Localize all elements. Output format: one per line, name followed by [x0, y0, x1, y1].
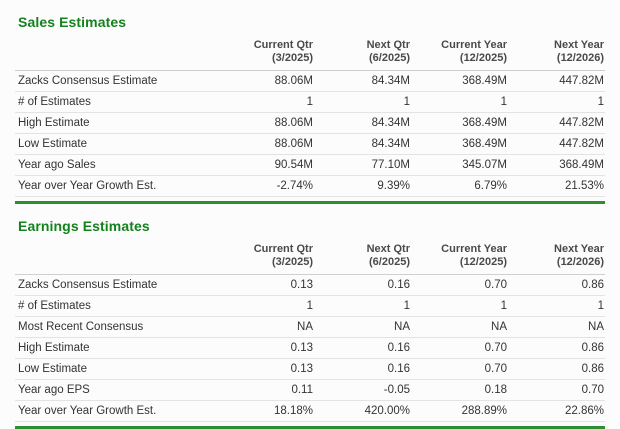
cell-value: -0.05	[314, 379, 411, 401]
table-row: # of Estimates 1 1 1 1	[15, 295, 605, 317]
row-label: Low Estimate	[15, 358, 217, 380]
row-label: Year over Year Growth Est.	[15, 175, 217, 197]
label-column-spacer	[15, 243, 217, 275]
earnings-estimates-title: Earnings Estimates	[18, 218, 150, 234]
table-row: Low Estimate 88.06M 84.34M 368.49M 447.82M	[15, 133, 605, 155]
cell-value: 0.16	[314, 274, 411, 296]
row-label: High Estimate	[15, 337, 217, 359]
cell-value: 21.53%	[508, 175, 605, 197]
table-row: High Estimate 88.06M 84.34M 368.49M 447.82M	[15, 112, 605, 134]
cell-value: 368.49M	[411, 70, 508, 92]
row-label: Year ago Sales	[15, 154, 217, 176]
row-label: Year ago EPS	[15, 379, 217, 401]
column-header: Current Year (12/2025)	[411, 39, 508, 71]
cell-value: 447.82M	[508, 133, 605, 155]
row-label: # of Estimates	[15, 295, 217, 317]
cell-value: 0.13	[217, 358, 314, 380]
cell-value: 0.86	[508, 358, 605, 380]
row-label: Zacks Consensus Estimate	[15, 274, 217, 296]
table-row: Zacks Consensus Estimate 88.06M 84.34M 368.…	[15, 70, 605, 92]
sales-estimates-title: Sales Estimates	[18, 14, 127, 30]
cell-value: 0.13	[217, 274, 314, 296]
row-label: Year over Year Growth Est.	[15, 400, 217, 422]
table-row: Year over Year Growth Est. 18.18% 420.00% 2…	[15, 400, 605, 422]
cell-value: NA	[314, 316, 411, 338]
cell-value: 84.34M	[314, 133, 411, 155]
cell-value: 0.16	[314, 337, 411, 359]
cell-value: 1	[411, 91, 508, 113]
column-header: Current Qtr (3/2025)	[217, 243, 314, 275]
earnings-estimates-table: Current Qtr (3/2025) Next Qtr (6/2025) Curre…	[15, 243, 605, 422]
cell-value: 0.13	[217, 337, 314, 359]
column-header: Current Year (12/2025)	[411, 243, 508, 275]
cell-value: 1	[314, 295, 411, 317]
cell-value: 88.06M	[217, 112, 314, 134]
cell-value: 447.82M	[508, 70, 605, 92]
cell-value: 1	[217, 91, 314, 113]
cell-value: 1	[411, 295, 508, 317]
cell-value: 0.16	[314, 358, 411, 380]
cell-value: 6.79%	[411, 175, 508, 197]
table-row: Year over Year Growth Est. -2.74% 9.39% 6.7…	[15, 175, 605, 197]
cell-value: 84.34M	[314, 112, 411, 134]
cell-value: 0.70	[411, 274, 508, 296]
table-row: High Estimate 0.13 0.16 0.70 0.86	[15, 337, 605, 359]
column-header: Next Qtr (6/2025)	[314, 243, 411, 275]
row-label: Low Estimate	[15, 133, 217, 155]
cell-value: 88.06M	[217, 133, 314, 155]
cell-value: 420.00%	[314, 400, 411, 422]
cell-value: 0.18	[411, 379, 508, 401]
cell-value: -2.74%	[217, 175, 314, 197]
table-row: Most Recent Consensus NA NA NA NA	[15, 316, 605, 338]
cell-value: 368.49M	[411, 133, 508, 155]
column-header: Next Year (12/2026)	[508, 39, 605, 71]
earnings-estimates-section: Earnings Estimates Current Qtr (3/2025) Ne…	[15, 204, 605, 422]
cell-value: 90.54M	[217, 154, 314, 176]
cell-value: 368.49M	[508, 154, 605, 176]
table-row: # of Estimates 1 1 1 1	[15, 91, 605, 113]
cell-value: 1	[217, 295, 314, 317]
cell-value: 88.06M	[217, 70, 314, 92]
column-header: Next Year (12/2026)	[508, 243, 605, 275]
cell-value: 9.39%	[314, 175, 411, 197]
cell-value: 447.82M	[508, 112, 605, 134]
cell-value: NA	[508, 316, 605, 338]
row-label: Zacks Consensus Estimate	[15, 70, 217, 92]
sales-estimates-table: Current Qtr (3/2025) Next Qtr (6/2025) Curre…	[15, 39, 605, 197]
cell-value: 1	[508, 295, 605, 317]
label-column-spacer	[15, 39, 217, 71]
cell-value: 0.11	[217, 379, 314, 401]
cell-value: 345.07M	[411, 154, 508, 176]
table-row: Year ago EPS 0.11 -0.05 0.18 0.70	[15, 379, 605, 401]
column-header: Current Qtr (3/2025)	[217, 39, 314, 71]
cell-value: 18.18%	[217, 400, 314, 422]
cell-value: 368.49M	[411, 112, 508, 134]
cell-value: 22.86%	[508, 400, 605, 422]
cell-value: 77.10M	[314, 154, 411, 176]
table-row: Year ago Sales 90.54M 77.10M 345.07M 368.49M	[15, 154, 605, 176]
sales-estimates-section: Sales Estimates Current Qtr (3/2025) Next …	[15, 0, 605, 197]
cell-value: NA	[411, 316, 508, 338]
column-header: Next Qtr (6/2025)	[314, 39, 411, 71]
section-divider	[15, 201, 605, 204]
cell-value: NA	[217, 316, 314, 338]
cell-value: 1	[314, 91, 411, 113]
cell-value: 288.89%	[411, 400, 508, 422]
cell-value: 1	[508, 91, 605, 113]
cell-value: 0.86	[508, 337, 605, 359]
cell-value: 0.86	[508, 274, 605, 296]
row-label: # of Estimates	[15, 91, 217, 113]
column-header-row: Current Qtr (3/2025) Next Qtr (6/2025) Curre…	[15, 243, 605, 275]
row-label: Most Recent Consensus	[15, 316, 217, 338]
table-row: Low Estimate 0.13 0.16 0.70 0.86	[15, 358, 605, 380]
cell-value: 0.70	[508, 379, 605, 401]
table-row: Zacks Consensus Estimate 0.13 0.16 0.70 0.86	[15, 274, 605, 296]
cell-value: 0.70	[411, 337, 508, 359]
cell-value: 84.34M	[314, 70, 411, 92]
cell-value: 0.70	[411, 358, 508, 380]
column-header-row: Current Qtr (3/2025) Next Qtr (6/2025) Curre…	[15, 39, 605, 71]
row-label: High Estimate	[15, 112, 217, 134]
